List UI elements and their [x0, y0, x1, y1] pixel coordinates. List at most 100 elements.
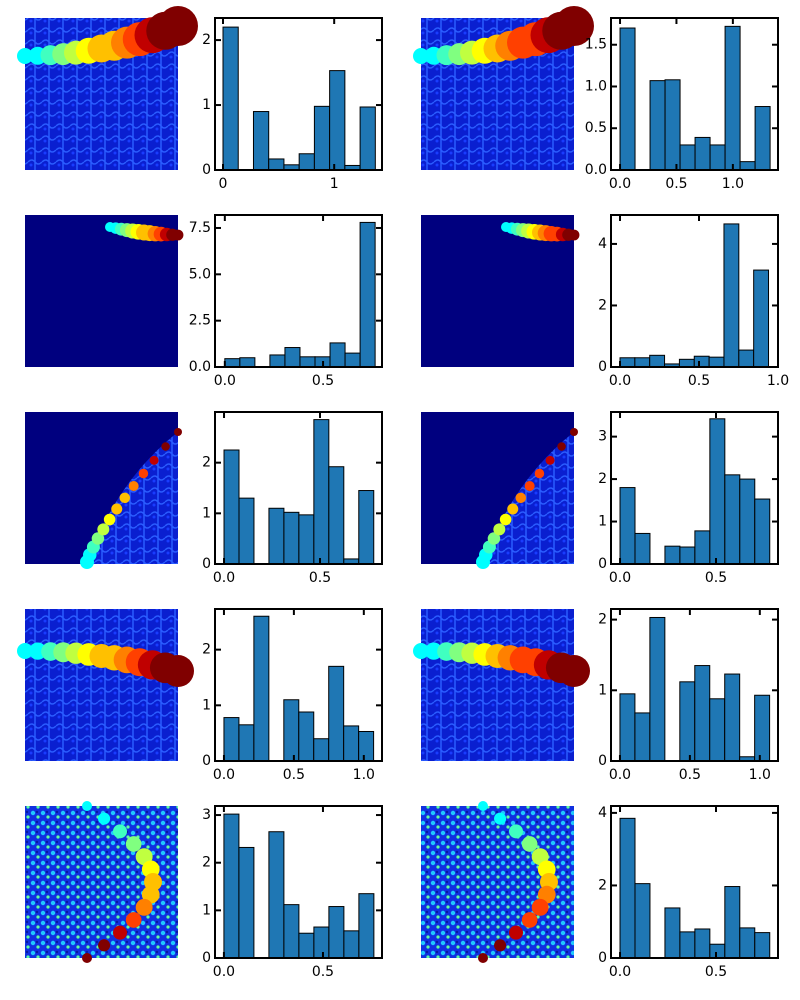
image-blob	[138, 468, 149, 479]
histogram-bar	[328, 906, 345, 959]
image-blob	[174, 428, 182, 436]
image-blob	[141, 885, 160, 904]
image-blob	[509, 925, 523, 940]
axes-frame	[610, 805, 779, 959]
histogram-bar	[724, 886, 741, 959]
histogram-bar	[739, 161, 756, 171]
histogram-bar	[329, 342, 346, 368]
histogram-bar	[679, 144, 696, 171]
histogram-bar	[754, 106, 771, 171]
y-tick-label: 1	[598, 682, 607, 698]
histogram-bar	[664, 907, 681, 959]
histogram-bar	[252, 111, 270, 171]
histogram-bar	[678, 358, 695, 368]
histogram-bar	[619, 693, 636, 762]
histogram-bar	[708, 356, 725, 368]
image-blob	[125, 912, 142, 928]
image-blob	[568, 229, 580, 241]
image-background	[421, 609, 574, 761]
image-blob	[158, 6, 198, 46]
image-blob	[128, 481, 139, 491]
y-tick-label: 0.0	[189, 359, 211, 375]
y-tick-label: 3	[598, 429, 607, 445]
histogram-bar	[238, 724, 255, 762]
histogram-bar	[739, 478, 756, 565]
image-blob	[499, 513, 512, 526]
image-blob	[521, 836, 538, 852]
axes-frame	[610, 214, 779, 368]
histogram-bar	[679, 931, 696, 959]
histogram-bar	[359, 106, 376, 171]
image-blob	[82, 953, 92, 963]
y-tick-label: 1.5	[585, 37, 607, 53]
histogram-bar	[709, 698, 726, 762]
y-tick-label: 4	[598, 805, 607, 821]
y-tick-label: 2	[598, 612, 607, 628]
x-tick-label: 0.0	[609, 767, 631, 783]
y-tick-label: 0	[202, 753, 211, 769]
axes-frame	[214, 411, 383, 565]
image-blob	[91, 532, 105, 545]
histogram-bar	[283, 904, 300, 959]
x-tick-label: 0.0	[609, 176, 631, 192]
x-tick-label: 0.5	[665, 176, 687, 192]
image-blob	[119, 492, 131, 504]
image-blob	[558, 655, 590, 687]
x-tick-label: 1.0	[353, 767, 375, 783]
histogram-bar	[709, 418, 726, 565]
histogram-bar	[343, 930, 360, 959]
x-tick-label: 0.5	[705, 964, 727, 980]
x-tick-label: 0.5	[283, 767, 305, 783]
image-blob	[534, 468, 545, 479]
image-blob	[478, 801, 488, 811]
image-blob	[111, 503, 123, 515]
histogram-bar	[238, 497, 255, 565]
histogram-bar	[694, 665, 711, 762]
histogram-bar	[634, 883, 651, 959]
x-tick-label: 0.5	[312, 964, 334, 980]
histogram-bar	[649, 616, 666, 762]
axes-frame	[610, 608, 779, 762]
y-tick-label: 1	[202, 902, 211, 918]
image-blob	[172, 229, 184, 241]
histogram-bar	[283, 511, 300, 565]
histogram-bar	[358, 730, 375, 762]
histogram-bar	[329, 70, 346, 171]
histogram-bar	[328, 665, 345, 762]
axes-frame	[214, 805, 383, 959]
histogram-bar	[753, 269, 770, 368]
image-blob	[98, 812, 111, 825]
axes-frame	[610, 17, 779, 171]
histogram-bar	[223, 813, 240, 959]
y-tick-label: 2	[598, 297, 607, 313]
x-tick-label: 0.5	[679, 767, 701, 783]
y-tick-label: 0	[202, 162, 211, 178]
histogram-bar	[299, 356, 316, 368]
histogram-bar	[283, 699, 300, 762]
x-tick-label: 0	[219, 176, 228, 192]
histogram-bar	[634, 532, 651, 565]
image-blob	[521, 912, 538, 928]
histogram-bar	[724, 673, 741, 762]
histogram-bar	[313, 105, 331, 171]
histogram-bar	[298, 514, 315, 565]
image-blob	[570, 428, 578, 436]
image-blob	[149, 455, 159, 465]
histogram-bar	[359, 221, 376, 368]
image-blob	[97, 523, 110, 536]
y-tick-label: 0	[202, 950, 211, 966]
histogram-bar	[694, 136, 711, 171]
image-texture	[87, 432, 178, 564]
histogram-bar	[738, 349, 755, 368]
x-tick-label: 0.0	[213, 570, 235, 586]
x-tick-label: 1.0	[722, 176, 744, 192]
image-blob	[524, 481, 535, 491]
y-tick-label: 2	[202, 642, 211, 658]
histogram-bar	[694, 530, 711, 565]
image-blob	[509, 824, 523, 839]
histogram-bar	[619, 817, 636, 959]
histogram-bar	[268, 831, 285, 959]
histogram-bar	[284, 347, 301, 368]
image-blob	[487, 532, 501, 545]
